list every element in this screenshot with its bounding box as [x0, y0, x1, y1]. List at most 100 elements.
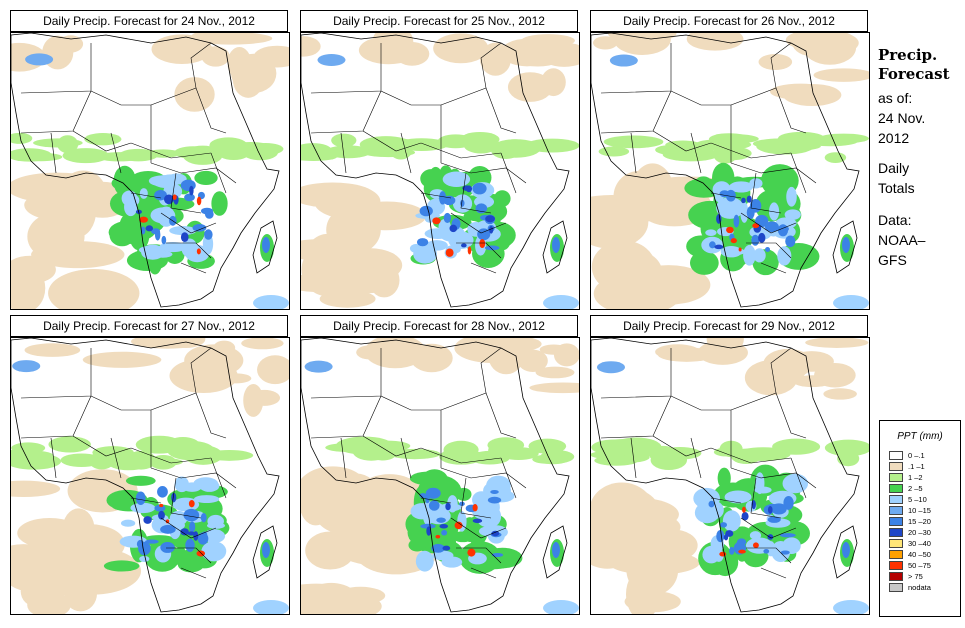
country-border	[72, 435, 132, 457]
rain-15-20	[189, 521, 196, 533]
light-rain	[352, 441, 391, 461]
as-of-date: 24 Nov.	[878, 110, 926, 126]
rain-5-10	[441, 556, 463, 568]
rain-5-10	[722, 510, 741, 532]
country-border	[170, 172, 202, 214]
dry-area	[364, 338, 426, 369]
rain-5-10	[139, 555, 150, 562]
rain-5-10	[150, 207, 176, 224]
dry-area	[785, 33, 856, 52]
country-border	[180, 262, 207, 274]
rain-20-30	[180, 232, 189, 242]
heavy-rain	[165, 519, 170, 524]
rain-5-10	[784, 209, 801, 220]
data-source-2: GFS	[878, 252, 907, 268]
rain-5-10	[543, 295, 579, 309]
rain-15-20	[154, 190, 167, 201]
rain-5-10	[139, 188, 148, 199]
country-border	[670, 90, 731, 106]
coastline	[11, 33, 280, 308]
rain-15-20	[135, 491, 146, 505]
country-border	[310, 90, 382, 134]
light-rain	[439, 448, 484, 465]
rain-5-10	[410, 503, 434, 520]
country-border	[400, 132, 412, 174]
rain-20-30	[485, 215, 496, 223]
rain-15-20	[185, 538, 195, 552]
light-rain	[205, 450, 254, 461]
country-border	[746, 547, 792, 564]
country-border	[50, 132, 57, 174]
legend-item: 1 –2	[889, 472, 960, 483]
rain-20-30	[491, 530, 500, 537]
rain-5-10	[786, 186, 797, 207]
rain-15-20	[733, 214, 740, 228]
legend-label: 40 –50	[908, 550, 931, 559]
country-border	[190, 42, 212, 89]
dry-area	[539, 344, 568, 355]
rain-20-30	[767, 534, 774, 540]
rain-5-10	[159, 242, 187, 253]
legend-label: 1 –2	[908, 473, 923, 482]
rain-15-20	[262, 542, 270, 558]
legend-label: 0 –.1	[908, 451, 925, 460]
rain-5-10	[702, 545, 721, 564]
rain-15-20	[780, 550, 790, 555]
heavy-rain	[479, 239, 486, 249]
dry-area	[805, 338, 869, 348]
precip-map	[10, 32, 290, 310]
country-border	[362, 130, 422, 152]
rain-15-20	[183, 508, 200, 522]
rain-15-20	[751, 234, 760, 246]
country-border	[160, 517, 217, 539]
heavy-rain	[159, 503, 164, 508]
rain-5-10	[472, 491, 492, 509]
rain-15-20	[746, 206, 755, 220]
data-label: Data:	[878, 212, 912, 228]
dry-area	[706, 338, 744, 354]
rain-5-10	[253, 600, 289, 614]
legend-swatch	[889, 539, 903, 548]
rain-15-20	[490, 489, 499, 494]
country-border	[740, 212, 797, 234]
rain-5-10	[199, 479, 220, 492]
moderate-rain	[689, 250, 719, 275]
rain-5-10	[726, 491, 745, 501]
rain-15-20	[192, 224, 207, 232]
rain-15-20	[491, 552, 504, 557]
rain-5-10	[753, 248, 766, 263]
country-border	[500, 152, 517, 194]
dry-area	[686, 33, 744, 51]
legend-item: > 75	[889, 571, 960, 582]
forecast-panel-4: Daily Precip. Forecast for 27 Nov., 2012	[10, 315, 290, 615]
light-rain	[167, 440, 215, 461]
coastline	[301, 33, 570, 308]
rain-15-20	[842, 237, 850, 253]
country-border	[340, 437, 347, 479]
light-rain	[824, 439, 869, 457]
country-border	[340, 132, 347, 174]
dry-area	[301, 466, 370, 518]
rain-20-30	[143, 516, 152, 524]
madagascar-outline	[252, 525, 278, 579]
legend-item: 0 –.1	[889, 450, 960, 461]
rain-5-10	[193, 495, 220, 504]
rain-15-20	[779, 533, 796, 538]
precip-map	[300, 337, 580, 615]
country-border	[746, 242, 792, 259]
country-border	[630, 437, 637, 479]
rain-20-30	[489, 226, 494, 234]
rain-20-30	[741, 197, 746, 204]
light-rain	[228, 142, 273, 155]
legend-item: 10 –15	[889, 505, 960, 516]
coastline	[591, 338, 860, 613]
legend-title: PPT (mm)	[897, 431, 943, 442]
precip-map	[590, 32, 870, 310]
country-border	[90, 395, 151, 411]
rain-5-10	[424, 228, 452, 240]
rain-15-20	[204, 229, 213, 240]
rain-5-10	[716, 197, 744, 219]
country-border	[50, 437, 57, 479]
light-rain	[594, 455, 639, 466]
country-border	[210, 152, 227, 194]
